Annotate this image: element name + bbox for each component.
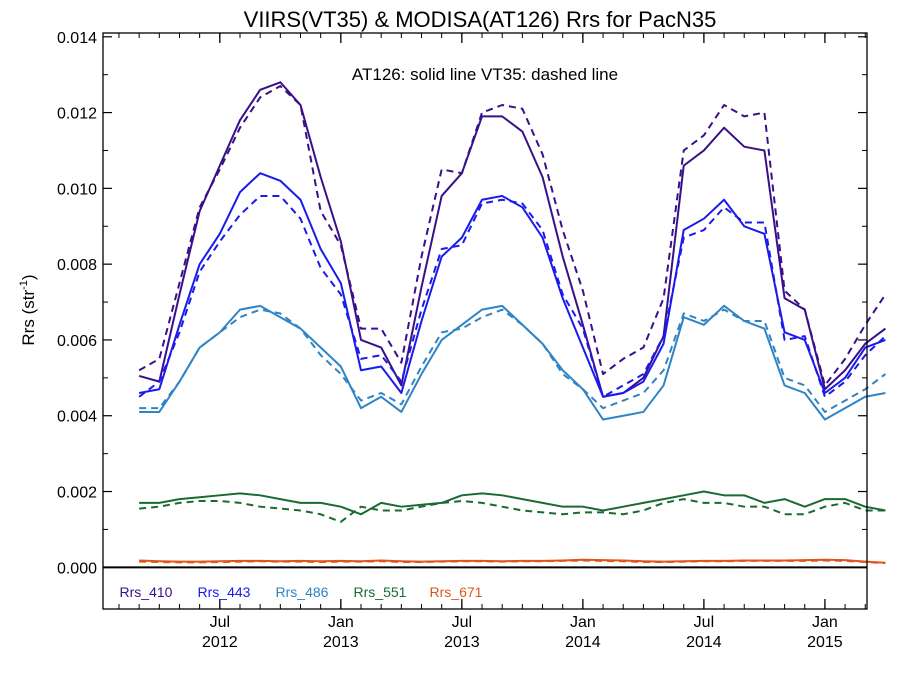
rrs-443-at126-line [138,172,886,398]
y-tick-label: 0.012 [57,106,97,123]
y-tick-label: 0.006 [57,333,97,350]
rrs-443-vt35-line [138,194,887,398]
rrs-410-at126-line [138,81,887,398]
legend-rrs-410: Rrs_410 [120,584,173,600]
x-tick-label-year: 2015 [807,634,843,651]
y-tick-label: 0.014 [57,30,97,47]
x-tick-label-month: Jul [694,614,714,631]
chart-title: VIIRS(VT35) & MODISA(AT126) Rrs for PacN… [244,7,717,32]
x-tick-label-month: Jul [210,614,230,631]
x-tick-label-month: Jan [812,614,838,631]
rrs-551-at126-line [139,490,886,516]
x-tick-label-year: 2014 [565,634,601,651]
y-tick-label: 0.002 [57,485,97,502]
y-tick-label: 0.000 [57,560,97,577]
rrs-410-vt35-line [138,85,887,387]
y-tick-label: 0.004 [57,409,97,426]
y-axis-label: Rrs (str-1) [18,274,38,345]
y-axis-label-superscript: -1 [18,280,30,290]
y-axis-label-main: Rrs (str [19,290,38,346]
rrs-486-at126-line [139,304,886,421]
y-tick-label: 0.010 [57,181,97,198]
legend-rrs-486: Rrs_486 [276,584,329,600]
x-tick-label-month: Jan [570,614,596,631]
legend-rrs-551: Rrs_551 [354,584,407,600]
legend-rrs-443: Rrs_443 [198,584,251,600]
x-tick-label-month: Jul [452,614,472,631]
rrs-671-vt35-line [139,559,886,565]
x-tick-label-year: 2013 [444,634,480,651]
rrs-486-vt35-line [139,308,887,413]
x-tick-label-year: 2012 [202,634,238,651]
legend-rrs-671: Rrs_671 [430,584,483,600]
line-style-annotation: AT126: solid line VT35: dashed line [352,65,618,84]
x-tick-label-month: Jan [328,614,354,631]
y-tick-label: 0.008 [57,257,97,274]
rrs-551-vt35-line [139,498,886,523]
y-axis-label-close: ) [19,274,38,280]
plot-frame [102,32,868,610]
x-tick-label-year: 2014 [686,634,722,651]
x-tick-label-year: 2013 [323,634,359,651]
